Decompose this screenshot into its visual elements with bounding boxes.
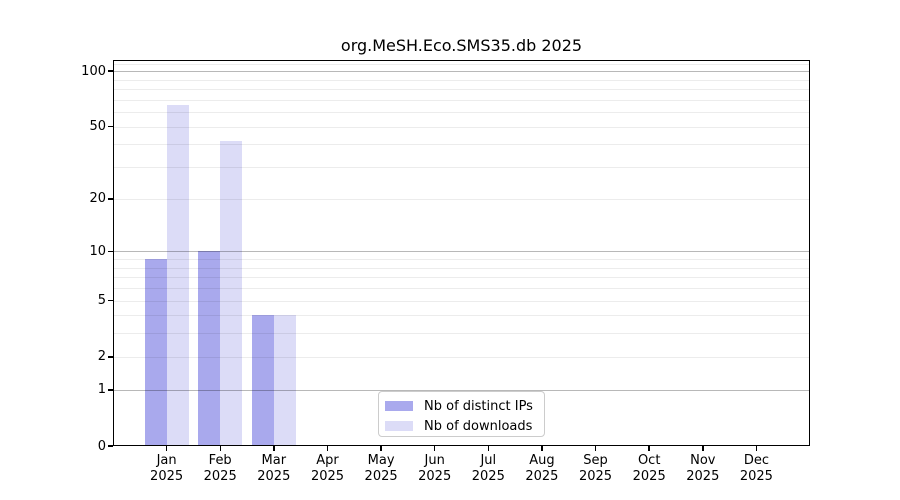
x-tick-label: Oct 2025 bbox=[619, 453, 679, 485]
x-tick-label: Nov 2025 bbox=[673, 453, 733, 485]
legend-item: Nb of downloads bbox=[385, 417, 544, 435]
year-label: 2025 bbox=[739, 469, 773, 484]
legend: Nb of distinct IPs Nb of downloads bbox=[378, 391, 545, 437]
x-tick bbox=[648, 446, 650, 451]
month-label: Jul bbox=[480, 453, 497, 468]
year-label: 2025 bbox=[471, 469, 505, 484]
plot-area: Nb of distinct IPs Nb of downloads bbox=[113, 60, 810, 446]
y-tick-label: 20 bbox=[89, 191, 106, 207]
x-tick bbox=[541, 446, 543, 451]
y-tick-label: 50 bbox=[89, 119, 106, 135]
bar-nb-of-downloads-feb bbox=[220, 140, 243, 446]
year-label: 2025 bbox=[418, 469, 452, 484]
month-label: Sep bbox=[583, 453, 608, 468]
y-tick-label: 100 bbox=[81, 63, 106, 79]
month-label: Dec bbox=[743, 453, 769, 468]
y-tick bbox=[108, 356, 113, 358]
bar-nb-of-distinct-ips-mar bbox=[251, 315, 274, 446]
bar-nb-of-distinct-ips-jan bbox=[144, 259, 167, 446]
y-tick bbox=[108, 198, 113, 200]
x-tick-label: Apr 2025 bbox=[298, 453, 358, 485]
bar-nb-of-downloads-mar bbox=[273, 315, 296, 446]
legend-item: Nb of distinct IPs bbox=[385, 397, 544, 415]
x-tick-label: Dec 2025 bbox=[726, 453, 786, 485]
x-tick-label: Mar 2025 bbox=[244, 453, 304, 485]
y-tick bbox=[108, 125, 113, 128]
bar-nb-of-downloads-jan bbox=[166, 104, 189, 446]
year-label: 2025 bbox=[525, 469, 559, 484]
y-tick-label: 1 bbox=[97, 382, 106, 398]
x-tick bbox=[326, 446, 329, 451]
y-tick bbox=[108, 299, 113, 302]
month-label: May bbox=[367, 453, 395, 468]
x-tick-label: Jun 2025 bbox=[405, 453, 465, 485]
y-tick bbox=[108, 389, 113, 391]
legend-swatch-icon bbox=[385, 421, 413, 431]
y-tick-label: 2 bbox=[97, 349, 106, 365]
month-label: Nov bbox=[690, 453, 716, 468]
x-tick bbox=[487, 446, 490, 451]
x-tick-label: Sep 2025 bbox=[566, 453, 626, 485]
year-label: 2025 bbox=[686, 469, 720, 484]
bar-nb-of-distinct-ips-feb bbox=[198, 251, 221, 446]
month-label: Apr bbox=[316, 453, 339, 468]
x-tick bbox=[219, 446, 221, 451]
x-tick bbox=[380, 446, 382, 451]
year-label: 2025 bbox=[257, 469, 291, 484]
bars-layer bbox=[113, 60, 810, 446]
month-label: Aug bbox=[529, 453, 555, 468]
x-tick-label: Aug 2025 bbox=[512, 453, 572, 485]
month-label: Jun bbox=[424, 453, 445, 468]
y-tick bbox=[108, 445, 113, 447]
x-tick bbox=[702, 446, 704, 451]
y-tick-label: 10 bbox=[89, 243, 106, 259]
legend-label: Nb of downloads bbox=[424, 418, 533, 434]
year-label: 2025 bbox=[203, 469, 237, 484]
chart-title: org.MeSH.Eco.SMS35.db 2025 bbox=[340, 36, 583, 55]
year-label: 2025 bbox=[578, 469, 613, 484]
y-tick bbox=[108, 250, 113, 252]
x-tick bbox=[433, 446, 436, 451]
x-tick-label: May 2025 bbox=[351, 453, 411, 485]
month-label: Feb bbox=[208, 453, 232, 468]
month-label: Oct bbox=[637, 453, 661, 468]
x-tick bbox=[755, 446, 758, 451]
month-label: Jan bbox=[156, 453, 177, 468]
x-tick-label: Jan 2025 bbox=[137, 453, 197, 485]
x-tick-label: Jul 2025 bbox=[458, 453, 518, 485]
month-label: Mar bbox=[261, 453, 287, 468]
legend-swatch-icon bbox=[385, 401, 413, 411]
x-tick bbox=[273, 446, 275, 451]
year-label: 2025 bbox=[310, 469, 345, 484]
year-label: 2025 bbox=[364, 469, 398, 484]
year-label: 2025 bbox=[150, 469, 184, 484]
legend-label: Nb of distinct IPs bbox=[424, 398, 533, 414]
year-label: 2025 bbox=[632, 469, 666, 484]
x-tick bbox=[165, 446, 168, 451]
x-tick-label: Feb 2025 bbox=[190, 453, 250, 485]
y-tick-label: 5 bbox=[97, 293, 106, 308]
y-tick-label: 0 bbox=[97, 438, 106, 454]
x-tick bbox=[594, 446, 597, 451]
y-tick bbox=[108, 70, 113, 72]
